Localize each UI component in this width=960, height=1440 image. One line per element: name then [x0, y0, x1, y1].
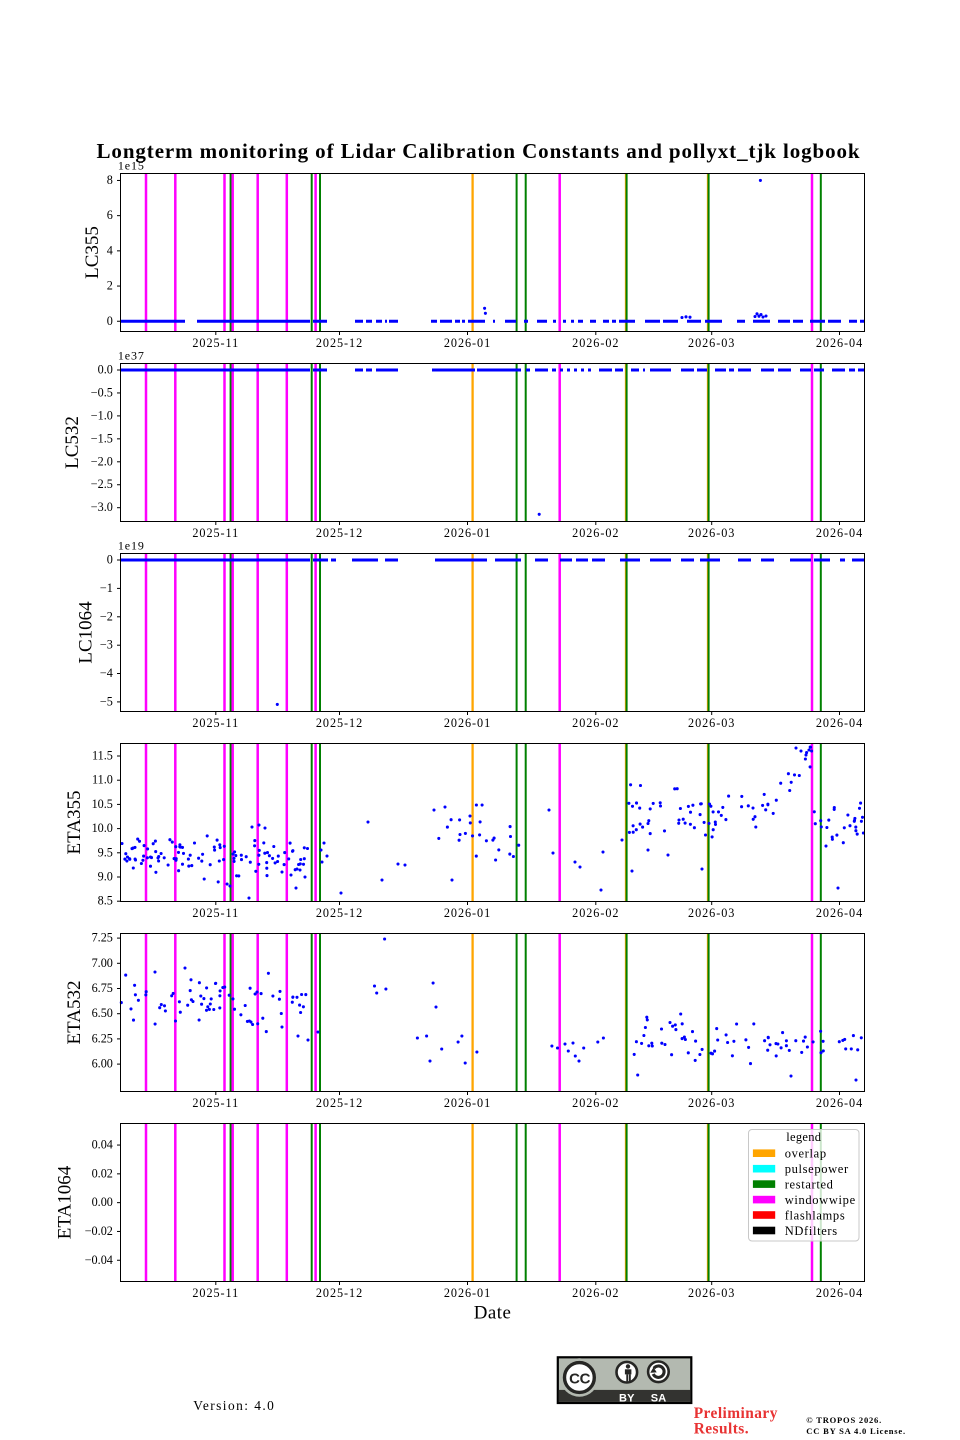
svg-text:4: 4 [107, 243, 113, 257]
svg-text:11.5: 11.5 [92, 749, 113, 763]
svg-text:6.00: 6.00 [92, 1057, 113, 1071]
svg-text:CC: CC [569, 1370, 590, 1387]
svg-text:6.25: 6.25 [92, 1031, 113, 1045]
svg-text:0: 0 [107, 314, 113, 328]
svg-text:LC355: LC355 [82, 226, 103, 279]
svg-text:Date: Date [474, 1302, 512, 1323]
svg-text:LC1064: LC1064 [76, 601, 97, 664]
svg-text:2026-04: 2026-04 [816, 1286, 863, 1300]
svg-text:2026-02: 2026-02 [572, 1096, 619, 1110]
svg-text:11.0: 11.0 [92, 773, 113, 787]
svg-text:10.0: 10.0 [92, 821, 113, 835]
svg-text:2026-04: 2026-04 [816, 526, 863, 540]
svg-text:9.5: 9.5 [98, 845, 113, 859]
svg-text:8: 8 [107, 173, 113, 187]
svg-text:ETA1064: ETA1064 [54, 1165, 75, 1239]
svg-text:8.5: 8.5 [98, 894, 113, 908]
svg-text:0: 0 [107, 553, 113, 567]
svg-text:flashlamps: flashlamps [785, 1208, 846, 1222]
svg-text:6.50: 6.50 [92, 1006, 113, 1020]
svg-text:2025-12: 2025-12 [316, 716, 363, 730]
svg-text:2025-11: 2025-11 [192, 906, 239, 920]
svg-text:10.5: 10.5 [92, 797, 113, 811]
svg-text:2026-01: 2026-01 [444, 906, 491, 920]
svg-text:6.75: 6.75 [92, 981, 113, 995]
svg-text:0.0: 0.0 [98, 363, 113, 377]
svg-text:−3: −3 [100, 638, 113, 652]
svg-text:−3.0: −3.0 [91, 500, 113, 514]
svg-text:2025-12: 2025-12 [316, 906, 363, 920]
svg-text:−0.02: −0.02 [85, 1224, 113, 1238]
svg-text:Results.: Results. [694, 1421, 749, 1438]
svg-text:9.0: 9.0 [98, 870, 113, 884]
svg-text:2025-12: 2025-12 [316, 526, 363, 540]
svg-text:2025-11: 2025-11 [192, 716, 239, 730]
svg-text:2026-04: 2026-04 [816, 1096, 863, 1110]
svg-text:2026-01: 2026-01 [444, 1096, 491, 1110]
svg-text:1e37: 1e37 [118, 349, 145, 363]
svg-text:−5: −5 [100, 694, 113, 708]
svg-text:2025-11: 2025-11 [192, 336, 239, 350]
svg-text:2026-03: 2026-03 [688, 1286, 735, 1300]
svg-text:2026-01: 2026-01 [444, 716, 491, 730]
svg-text:2026-04: 2026-04 [816, 906, 863, 920]
svg-text:−2: −2 [100, 609, 113, 623]
svg-text:0.00: 0.00 [92, 1195, 113, 1209]
svg-text:CC BY SA 4.0 License.: CC BY SA 4.0 License. [806, 1426, 906, 1436]
svg-text:2026-03: 2026-03 [688, 906, 735, 920]
svg-text:2025-11: 2025-11 [192, 1096, 239, 1110]
svg-text:−0.04: −0.04 [85, 1253, 113, 1267]
svg-text:−1: −1 [100, 581, 113, 595]
svg-text:0.04: 0.04 [92, 1138, 113, 1152]
svg-text:2025-11: 2025-11 [192, 526, 239, 540]
svg-text:2026-02: 2026-02 [572, 1286, 619, 1300]
svg-text:2026-02: 2026-02 [572, 716, 619, 730]
svg-text:© TROPOS 2026.: © TROPOS 2026. [806, 1415, 882, 1425]
svg-text:BY: BY [619, 1392, 635, 1404]
svg-text:pulsepower: pulsepower [785, 1162, 849, 1176]
svg-text:SA: SA [651, 1392, 667, 1404]
svg-text:1e19: 1e19 [118, 539, 145, 553]
svg-text:−2.5: −2.5 [91, 477, 113, 491]
svg-text:2026-02: 2026-02 [572, 336, 619, 350]
svg-text:2026-01: 2026-01 [444, 1286, 491, 1300]
svg-text:Version: 4.0: Version: 4.0 [193, 1398, 275, 1413]
svg-text:2025-12: 2025-12 [316, 1096, 363, 1110]
svg-text:Preliminary: Preliminary [694, 1405, 778, 1422]
svg-text:windowwipe: windowwipe [785, 1193, 856, 1207]
svg-text:1e15: 1e15 [118, 159, 145, 173]
svg-text:2025-12: 2025-12 [316, 1286, 363, 1300]
svg-text:−2.0: −2.0 [91, 454, 113, 468]
svg-text:0.02: 0.02 [92, 1166, 113, 1180]
svg-text:2026-03: 2026-03 [688, 336, 735, 350]
svg-text:2026-01: 2026-01 [444, 336, 491, 350]
svg-text:2026-04: 2026-04 [816, 716, 863, 730]
svg-text:−0.5: −0.5 [91, 385, 113, 399]
svg-text:6: 6 [107, 208, 113, 222]
svg-text:Longterm monitoring of Lidar C: Longterm monitoring of Lidar Calibration… [97, 139, 861, 163]
svg-text:legend: legend [786, 1130, 822, 1144]
svg-text:2026-02: 2026-02 [572, 526, 619, 540]
svg-text:2025-11: 2025-11 [192, 1286, 239, 1300]
svg-text:restarted: restarted [785, 1177, 834, 1191]
svg-text:NDfilters: NDfilters [785, 1224, 838, 1238]
svg-text:−1.5: −1.5 [91, 431, 113, 445]
svg-text:2: 2 [107, 279, 113, 293]
svg-text:2026-01: 2026-01 [444, 526, 491, 540]
svg-text:2026-03: 2026-03 [688, 526, 735, 540]
svg-text:7.00: 7.00 [92, 956, 113, 970]
svg-text:ETA532: ETA532 [64, 981, 85, 1045]
svg-text:overlap: overlap [785, 1147, 827, 1161]
svg-text:2026-03: 2026-03 [688, 716, 735, 730]
svg-text:ETA355: ETA355 [64, 791, 85, 855]
svg-text:−4: −4 [100, 666, 113, 680]
svg-text:−1.0: −1.0 [91, 408, 113, 422]
svg-text:2026-03: 2026-03 [688, 1096, 735, 1110]
svg-text:2026-02: 2026-02 [572, 906, 619, 920]
svg-text:7.25: 7.25 [92, 931, 113, 945]
svg-text:2026-04: 2026-04 [816, 336, 863, 350]
svg-text:2025-12: 2025-12 [316, 336, 363, 350]
svg-text:LC532: LC532 [62, 416, 83, 469]
